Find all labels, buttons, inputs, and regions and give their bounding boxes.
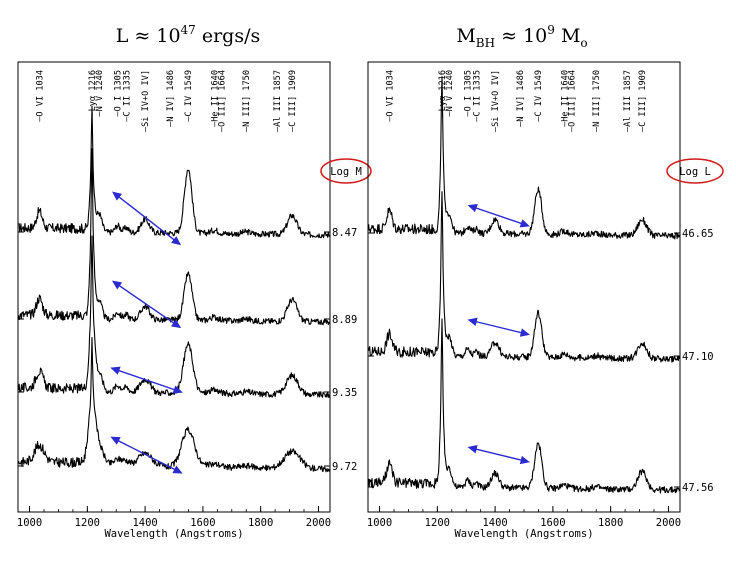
- emission-line-label: –C III] 1909: [288, 70, 298, 132]
- spectrum-line: [18, 336, 330, 473]
- ratio-arrow-shaft: [468, 319, 529, 336]
- ratio-arrow-head: [110, 436, 121, 445]
- emission-line-label: –Si IV+O IV]: [141, 70, 151, 132]
- emission-line-label: –O I 1305: [114, 70, 124, 117]
- ratio-arrow-head: [172, 385, 183, 394]
- left-plot-frame: [17, 61, 331, 513]
- spectrum-line: [368, 318, 680, 494]
- ratio-arrow-head: [519, 328, 530, 337]
- emission-line-label: –Si IV+O IV]: [491, 70, 501, 132]
- emission-line-label: –Lyα 1216: [88, 70, 98, 117]
- emission-line-label: –C IV 1549: [184, 70, 194, 122]
- x-tick-label: 1400: [482, 517, 507, 529]
- right-param-label: Log L: [679, 166, 711, 178]
- ratio-arrow-head: [467, 317, 478, 326]
- right-line-labels: –O VI 1034 –Lyα 1216–N V 1240 –O I 1305–C …: [385, 70, 648, 132]
- left-x-ticks: 1000 1200 1400 1600 1800 2000: [17, 506, 331, 529]
- x-tick-label: 1600: [540, 517, 565, 529]
- ratio-arrow-head: [112, 191, 123, 201]
- spectrum-line: [368, 76, 680, 240]
- x-tick-label: 1600: [190, 517, 215, 529]
- emission-line-label: –N III] 1750: [242, 70, 252, 132]
- emission-line-label: –O III] 1664: [217, 70, 227, 132]
- x-tick-label: 2000: [306, 517, 331, 529]
- series-level-label: 8.47: [332, 227, 357, 239]
- emission-line-label: –He II 1640: [210, 70, 220, 127]
- series-level-label: 8.89: [332, 314, 357, 326]
- ratio-arrow-head: [519, 219, 530, 228]
- right-panel-title: MBH ≈ 109 Mo: [456, 23, 587, 50]
- ratio-arrow-shaft: [111, 367, 182, 393]
- right-plot-frame: [367, 61, 681, 513]
- ratio-arrow-shaft: [112, 281, 181, 328]
- emission-line-label: –N V 1240: [95, 70, 105, 117]
- emission-line-label: –N V 1240: [445, 70, 455, 117]
- left-param-label: Log M: [330, 166, 362, 178]
- ratio-arrow-shaft: [468, 446, 529, 463]
- ratio-arrow-head: [171, 319, 182, 329]
- left-panel-title: L ≈ 1047 ergs/s: [116, 23, 261, 47]
- ratio-arrow-head: [171, 236, 182, 246]
- left-spectra: [18, 105, 330, 473]
- emission-line-label: –He II 1640: [560, 70, 570, 127]
- spectrum-line: [18, 148, 330, 326]
- right-x-ticks: 1000 1200 1400 1600 1800 2000: [367, 506, 681, 529]
- right-panel: MBH ≈ 109 Mo –O VI 1034 –Lyα 1216–N V 124…: [367, 23, 724, 540]
- ratio-arrow-head: [467, 204, 478, 213]
- left-arrows: [110, 191, 183, 474]
- emission-line-label: –O VI 1034: [385, 70, 395, 122]
- emission-line-label: –Al III 1857: [623, 70, 633, 132]
- x-tick-label: 1200: [75, 517, 100, 529]
- emission-line-label: –N IV] 1486: [166, 70, 176, 127]
- right-param-oval: [666, 158, 724, 184]
- right-level-labels: 46.65 47.10 47.56: [682, 228, 714, 494]
- ratio-arrow-head: [111, 280, 123, 290]
- x-tick-label: 1000: [17, 517, 42, 529]
- x-tick-label: 2000: [656, 517, 681, 529]
- right-spectra: [368, 76, 680, 494]
- left-level-labels: 8.47 8.89 9.35 9.72: [332, 227, 357, 473]
- emission-line-label: –C III] 1909: [638, 70, 648, 132]
- emission-line-label: –O III] 1664: [567, 70, 577, 132]
- emission-line-label: –O I 1305: [464, 70, 474, 117]
- ratio-arrow-head: [172, 465, 183, 474]
- emission-line-label: –O VI 1034: [35, 70, 45, 122]
- ratio-arrow-head: [110, 366, 121, 375]
- emission-line-label: –N IV] 1486: [516, 70, 526, 127]
- left-panel: L ≈ 1047 ergs/s –O VI 1034 –Lyα 1216–N V …: [17, 23, 372, 540]
- left-x-axis-label: Wavelength (Angstroms): [104, 528, 243, 540]
- ratio-arrow-shaft: [111, 436, 182, 474]
- spectrum-line: [368, 191, 680, 363]
- x-tick-label: 1200: [425, 517, 450, 529]
- x-tick-label: 1000: [367, 517, 392, 529]
- emission-line-label: –Al III 1857: [273, 70, 283, 132]
- ratio-arrow-shaft: [468, 204, 529, 227]
- series-level-label: 47.10: [682, 351, 714, 363]
- series-level-label: 47.56: [682, 482, 714, 494]
- x-tick-label: 1400: [132, 517, 157, 529]
- emission-line-label: –C II 1335: [122, 70, 132, 122]
- x-tick-label: 1800: [248, 517, 273, 529]
- ratio-arrow-shaft: [112, 192, 181, 245]
- series-level-label: 9.72: [332, 461, 357, 473]
- emission-line-label: –C II 1335: [472, 70, 482, 122]
- series-level-label: 46.65: [682, 228, 714, 240]
- left-param-oval: [320, 158, 372, 184]
- left-line-labels: –O VI 1034 –Lyα 1216–N V 1240 –O I 1305–C …: [35, 70, 298, 132]
- ratio-arrow-head: [467, 445, 478, 454]
- emission-line-label: –Lyα 1216: [438, 70, 448, 117]
- emission-line-label: –N III] 1750: [592, 70, 602, 132]
- ratio-arrow-head: [519, 455, 530, 465]
- right-x-axis-label: Wavelength (Angstroms): [454, 528, 593, 540]
- series-level-label: 9.35: [332, 387, 357, 399]
- x-tick-label: 1800: [598, 517, 623, 529]
- spectrum-line: [18, 105, 330, 239]
- emission-line-label: –C IV 1549: [534, 70, 544, 122]
- right-arrows: [467, 204, 530, 465]
